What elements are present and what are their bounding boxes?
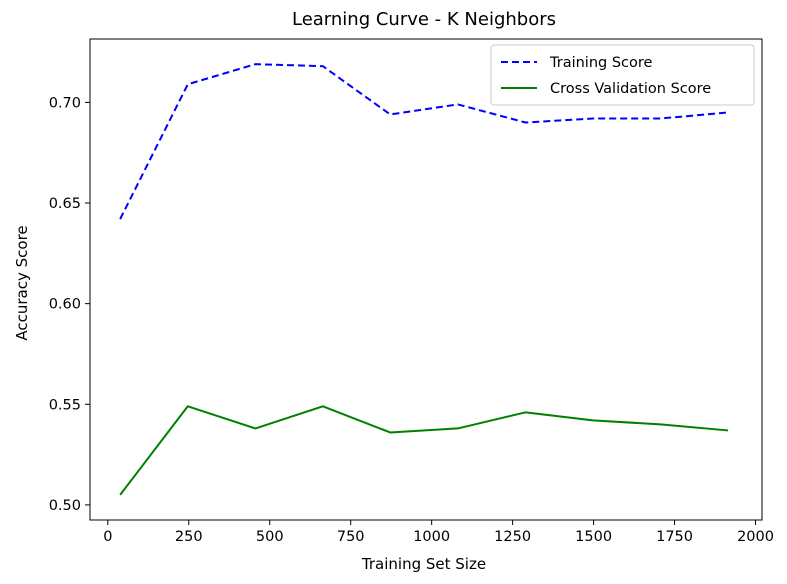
x-axis-label: Training Set Size <box>361 555 486 573</box>
legend-box <box>490 44 755 106</box>
y-tick-label: 0.60 <box>49 297 81 313</box>
legend-label-cross-validation-score: Cross Validation Score <box>550 81 711 97</box>
x-tick-label: 2000 <box>737 529 774 545</box>
plot-area: 0 250 500 750 1000 1250 1500 1750 2000 0.50 0.55 0.… <box>49 38 774 545</box>
y-tick-label: 0.50 <box>49 498 81 514</box>
legend-label-training-score: Training Score <box>549 55 653 71</box>
x-tick-label: 1000 <box>413 529 450 545</box>
x-tick-label: 750 <box>337 529 365 545</box>
y-axis-label: Accuracy Score <box>13 225 31 340</box>
x-tick-label: 1500 <box>575 529 612 545</box>
y-tick-label: 0.70 <box>49 95 81 111</box>
chart-title: Learning Curve - K Neighbors <box>292 9 556 30</box>
x-tick-label: 1250 <box>494 529 531 545</box>
y-tick-label: 0.55 <box>49 397 81 413</box>
series-line-cross-validation-score <box>119 405 729 496</box>
y-tick-label: 0.65 <box>49 196 81 212</box>
x-tick-label: 500 <box>256 529 284 545</box>
series-line-training-score <box>119 63 729 220</box>
plot-frame <box>89 38 763 521</box>
x-tick-label: 0 <box>103 529 112 545</box>
x-tick-label: 1750 <box>656 529 693 545</box>
x-tick-label: 250 <box>175 529 203 545</box>
